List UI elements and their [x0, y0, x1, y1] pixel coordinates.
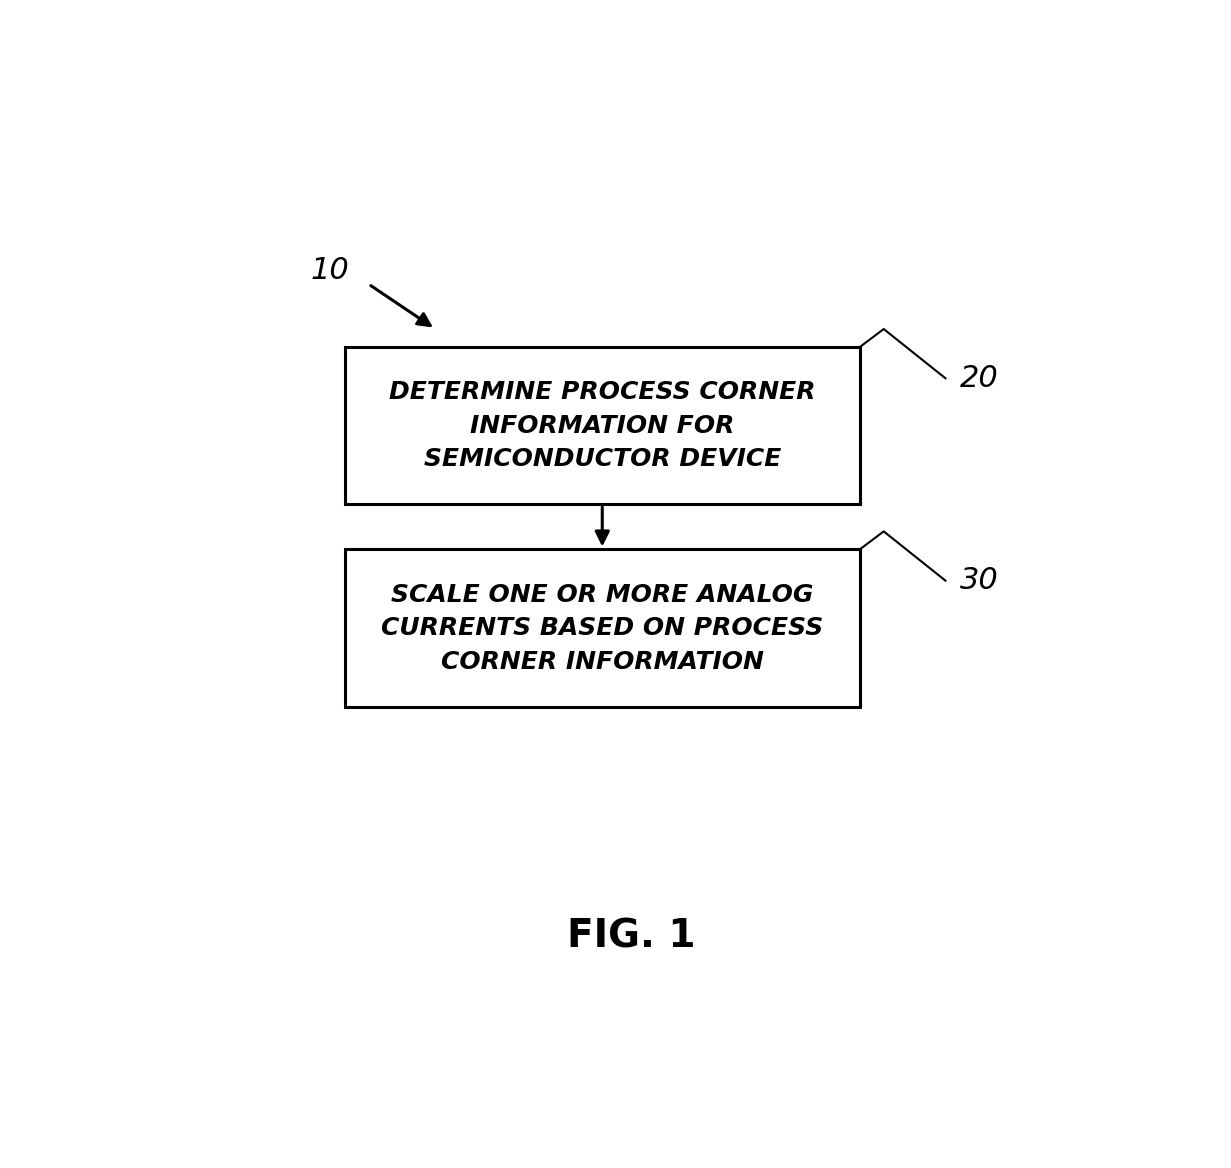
- Text: 30: 30: [960, 566, 998, 596]
- Text: 20: 20: [960, 364, 998, 392]
- Text: DETERMINE PROCESS CORNER
INFORMATION FOR
SEMICONDUCTOR DEVICE: DETERMINE PROCESS CORNER INFORMATION FOR…: [389, 381, 815, 471]
- Text: FIG. 1: FIG. 1: [566, 917, 696, 955]
- Bar: [345, 549, 860, 707]
- Bar: [345, 347, 860, 505]
- Text: SCALE ONE OR MORE ANALOG
CURRENTS BASED ON PROCESS
CORNER INFORMATION: SCALE ONE OR MORE ANALOG CURRENTS BASED …: [382, 583, 824, 674]
- Text: 10: 10: [311, 256, 350, 285]
